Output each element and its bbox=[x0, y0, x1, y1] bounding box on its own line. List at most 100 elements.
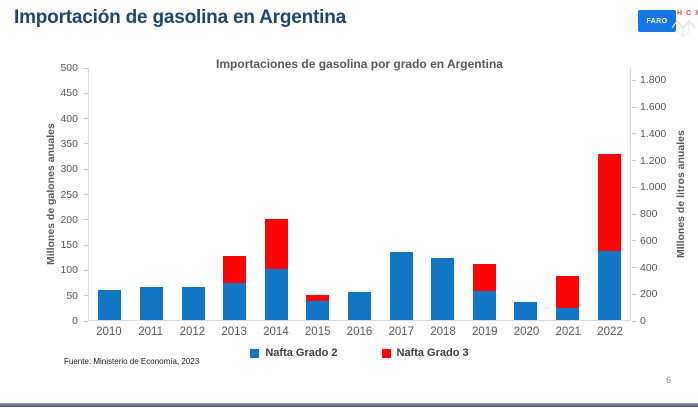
bar-segment-nafta-grado-2 bbox=[98, 289, 122, 320]
bar-2014 bbox=[264, 218, 288, 320]
right-axis-tick bbox=[632, 213, 636, 215]
right-axis-tick-label: 1.600 bbox=[640, 101, 667, 114]
left-axis-tick bbox=[84, 143, 88, 145]
left-axis-tick-label: 500 bbox=[60, 62, 78, 74]
right-axis-tick bbox=[632, 133, 636, 135]
right-axis-tick-label: 1.200 bbox=[640, 154, 667, 167]
slide-bottom-border bbox=[0, 403, 698, 407]
left-axis-tick bbox=[84, 244, 88, 246]
legend-swatch-icon bbox=[381, 348, 391, 358]
left-axis-tick bbox=[84, 67, 88, 69]
right-axis-tick bbox=[632, 320, 636, 322]
right-axis-tick-label: 1.400 bbox=[640, 127, 667, 140]
bar-segment-nafta-grado-3 bbox=[597, 154, 621, 251]
bar-2019 bbox=[472, 264, 496, 320]
left-axis-tick-label: 200 bbox=[60, 213, 78, 226]
bar-segment-nafta-grado-2 bbox=[347, 291, 371, 320]
x-axis-label: 2016 bbox=[346, 326, 373, 338]
right-axis-tick-label: 400 bbox=[640, 261, 658, 274]
plot-area bbox=[88, 68, 631, 321]
right-axis-tick-label: 1.000 bbox=[640, 181, 667, 194]
left-axis-tick bbox=[84, 118, 88, 120]
molecule-letter: X bbox=[695, 10, 698, 17]
x-axis-label: 2020 bbox=[513, 326, 540, 338]
bar-segment-nafta-grado-2 bbox=[472, 290, 496, 320]
left-axis-tick bbox=[84, 269, 88, 271]
page-number: 6 bbox=[666, 375, 672, 385]
right-axis-tick-label: 0 bbox=[640, 315, 646, 327]
legend-label: Nafta Grado 2 bbox=[265, 347, 338, 359]
bar-2022 bbox=[597, 154, 621, 320]
x-axis-label: 2011 bbox=[138, 326, 163, 338]
bar-segment-nafta-grado-2 bbox=[389, 251, 413, 320]
bar-segment-nafta-grado-3 bbox=[306, 294, 330, 301]
left-axis-tick-label: 250 bbox=[60, 188, 78, 201]
right-axis-tick-label: 600 bbox=[640, 234, 658, 247]
bar-segment-nafta-grado-3 bbox=[472, 264, 496, 291]
x-axis-label: 2015 bbox=[304, 326, 331, 338]
left-axis-tick-label: 350 bbox=[60, 137, 78, 150]
right-axis-tick bbox=[632, 79, 636, 81]
molecule-logo-icon: H C X bbox=[670, 6, 698, 38]
bar-2016 bbox=[347, 291, 371, 320]
right-axis-tick-label: 800 bbox=[640, 208, 658, 221]
bar-segment-nafta-grado-2 bbox=[431, 258, 455, 320]
left-axis-tick bbox=[84, 295, 88, 297]
bar-2021 bbox=[556, 275, 579, 320]
right-axis-tick bbox=[632, 106, 636, 108]
bar-2018 bbox=[431, 258, 455, 320]
bar-2010 bbox=[98, 289, 122, 320]
left-axis-tick-label: 300 bbox=[60, 163, 78, 176]
chart-title: Importaciones de gasolina por grado en A… bbox=[216, 57, 503, 71]
molecule-letter: C bbox=[686, 10, 692, 17]
left-axis-tick bbox=[84, 92, 88, 94]
bar-segment-nafta-grado-3 bbox=[223, 256, 247, 284]
right-axis-tick-label: 200 bbox=[640, 288, 658, 301]
legend-item-nafta-grado-3: Nafta Grado 3 bbox=[381, 347, 469, 359]
bar-2017 bbox=[389, 251, 413, 320]
right-axis-tick bbox=[632, 186, 636, 188]
bar-2012 bbox=[181, 286, 205, 320]
bars-container bbox=[89, 68, 630, 320]
right-axis-tick bbox=[632, 293, 636, 295]
x-axis-label: 2022 bbox=[597, 326, 623, 338]
faro-logo: FARO bbox=[638, 10, 676, 32]
x-axis-label: 2014 bbox=[263, 326, 289, 338]
bar-segment-nafta-grado-2 bbox=[223, 283, 247, 320]
bar-segment-nafta-grado-2 bbox=[139, 287, 163, 320]
legend-swatch-icon bbox=[250, 348, 260, 358]
right-axis-tick bbox=[632, 267, 636, 269]
bar-2020 bbox=[514, 302, 538, 320]
bar-2013 bbox=[223, 256, 247, 320]
left-axis-tick-label: 150 bbox=[60, 239, 78, 252]
x-axis-label: 2021 bbox=[555, 326, 582, 338]
bar-segment-nafta-grado-2 bbox=[181, 286, 205, 320]
left-axis-tick bbox=[84, 194, 88, 195]
x-axis-label: 2010 bbox=[96, 326, 122, 338]
legend-item-nafta-grado-2: Nafta Grado 2 bbox=[250, 347, 338, 359]
legend-label: Nafta Grado 3 bbox=[396, 347, 469, 359]
molecule-letters: H C X bbox=[677, 10, 698, 17]
bar-segment-nafta-grado-2 bbox=[597, 250, 621, 320]
bar-segment-nafta-grado-2 bbox=[264, 269, 288, 320]
page-title: Importación de gasolina en Argentina bbox=[14, 7, 347, 28]
molecule-letter: H bbox=[677, 10, 683, 17]
left-axis-tick-label: 50 bbox=[66, 289, 78, 302]
bar-segment-nafta-grado-3 bbox=[556, 275, 579, 308]
bar-segment-nafta-grado-2 bbox=[514, 302, 538, 320]
left-axis-tick-label: 100 bbox=[60, 264, 78, 277]
bar-2011 bbox=[139, 287, 163, 320]
left-axis-tick-label: 450 bbox=[60, 87, 78, 100]
chart-legend: Nafta Grado 2 Nafta Grado 3 bbox=[88, 347, 631, 359]
x-axis-label: 2019 bbox=[471, 326, 498, 338]
bar-segment-nafta-grado-2 bbox=[306, 300, 330, 320]
source-note: Fuente: Ministerio de Economía, 2023 bbox=[64, 357, 200, 366]
right-axis-tick-label: 1.800 bbox=[640, 74, 667, 87]
right-axis-tick bbox=[632, 160, 636, 162]
bar-2015 bbox=[306, 294, 330, 320]
bar-segment-nafta-grado-2 bbox=[556, 307, 579, 320]
x-axis-label: 2017 bbox=[388, 326, 415, 338]
left-axis-tick bbox=[84, 219, 88, 221]
left-axis-tick bbox=[84, 320, 88, 322]
